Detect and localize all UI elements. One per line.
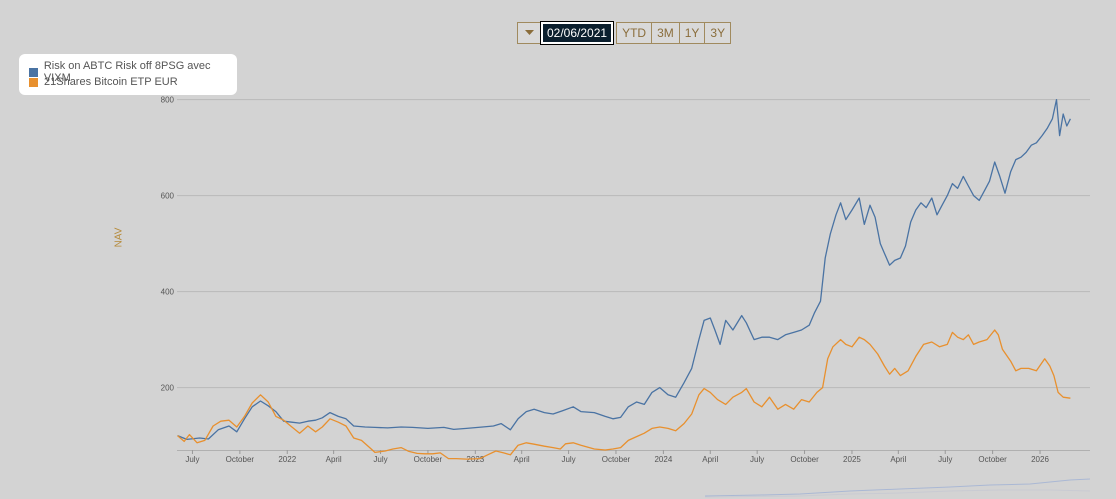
x-tick-label: October — [226, 455, 255, 464]
series-line-0 — [177, 98, 1071, 441]
range-button-3m[interactable]: 3M — [651, 22, 680, 44]
legend-item-series-1[interactable]: 21Shares Bitcoin ETP EUR — [29, 76, 178, 88]
x-tick-label: April — [514, 455, 530, 464]
chart-legend: Risk on ABTC Risk off 8PSG avec VIXM 21S… — [19, 54, 237, 95]
legend-label-series-1: 21Shares Bitcoin ETP EUR — [44, 76, 178, 88]
series-line-1 — [177, 329, 1071, 460]
range-button-3y[interactable]: 3Y — [704, 22, 732, 44]
x-tick-label: 2024 — [654, 455, 672, 464]
y-tick-label: 200 — [161, 384, 175, 393]
range-selector: 02/06/2021 YTD 3M 1Y 3Y — [517, 21, 732, 45]
y-axis-ticks: 200 400 600 800 — [161, 96, 175, 393]
x-tick-label: July — [185, 455, 199, 464]
chevron-down-icon — [524, 30, 534, 35]
x-tick-label: 2023 — [466, 455, 484, 464]
x-tick-label: October — [790, 455, 819, 464]
x-tick-label: 2025 — [843, 455, 861, 464]
series-lines — [177, 98, 1071, 460]
range-dropdown-button[interactable] — [517, 22, 541, 44]
start-date-input[interactable]: 02/06/2021 — [539, 21, 615, 45]
x-tick-label: October — [978, 455, 1007, 464]
x-tick-label: October — [602, 455, 631, 464]
navigator-preview — [704, 478, 1091, 498]
legend-swatch-series-1 — [29, 77, 38, 87]
x-axis-ticks: July October 2022 April July October 2023 April… — [177, 450, 1090, 464]
y-tick-label: 600 — [161, 192, 175, 201]
x-tick-label: April — [326, 455, 342, 464]
x-tick-label: July — [561, 455, 575, 464]
x-tick-label: October — [414, 455, 443, 464]
grid-lines — [177, 99, 1090, 389]
x-tick-label: 2022 — [278, 455, 296, 464]
y-tick-label: 400 — [161, 288, 175, 297]
legend-item-series-0[interactable]: Risk on ABTC Risk off 8PSG avec VIXM — [29, 60, 237, 84]
y-tick-label: 800 — [161, 96, 175, 105]
x-tick-label: July — [750, 455, 764, 464]
range-button-ytd[interactable]: YTD — [616, 22, 653, 44]
x-tick-label: July — [373, 455, 387, 464]
legend-swatch-series-0 — [29, 67, 38, 77]
x-tick-label: July — [938, 455, 952, 464]
x-tick-label: 2026 — [1031, 455, 1049, 464]
legend-label-series-0: Risk on ABTC Risk off 8PSG avec VIXM — [43, 60, 211, 84]
x-tick-label: April — [890, 455, 906, 464]
x-tick-label: April — [702, 455, 718, 464]
